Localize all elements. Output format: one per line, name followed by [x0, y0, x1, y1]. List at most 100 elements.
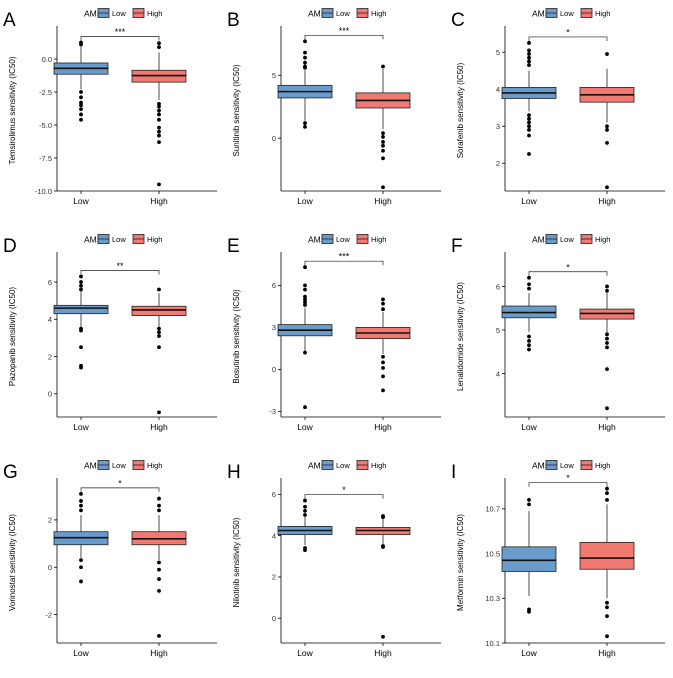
y-tick-label: 2 — [496, 159, 500, 168]
outlier-point — [157, 45, 161, 50]
bracket-line — [80, 487, 160, 492]
x-tick-label: High — [598, 648, 616, 658]
legend-key-low: Low — [545, 234, 574, 244]
box-low — [501, 497, 557, 614]
panel-b: B AMS Low High 0 5 Sunitinib sensitivity (IC50… — [227, 8, 441, 206]
y-axis-label: Temsirolimus sensitivity (IC50) — [8, 56, 17, 164]
legend-label: Low — [112, 461, 126, 470]
outlier-point — [605, 486, 609, 491]
outlier-point — [79, 565, 83, 570]
outlier-point — [79, 274, 83, 279]
box-high — [579, 284, 635, 411]
x-axis: Low High — [281, 190, 441, 206]
legend-label: Low — [112, 9, 126, 18]
x-tick-label: Low — [73, 196, 89, 206]
outlier-point — [157, 330, 161, 335]
outlier-point — [527, 41, 531, 45]
legend-label: Low — [560, 9, 574, 18]
outlier-point — [381, 135, 385, 139]
y-axis: 10.1 10.3 10.5 10.7 Metformin sensitivity (I… — [456, 478, 506, 648]
outlier-point — [79, 117, 83, 122]
y-tick-label: 0 — [48, 563, 52, 572]
legend: AMS Low High — [84, 234, 162, 245]
box-iqr — [53, 304, 109, 315]
significance-label: *** — [339, 252, 350, 262]
outlier-point — [527, 152, 531, 156]
y-tick-label: -7.5 — [39, 154, 52, 163]
outlier-point — [303, 300, 307, 305]
outlier-point — [303, 65, 307, 70]
legend-title: AMS — [84, 235, 103, 245]
outlier-point — [605, 497, 609, 502]
outlier-point — [527, 502, 531, 507]
outlier-point — [79, 491, 83, 496]
legend-title: AMS — [308, 9, 327, 19]
outlier-point — [527, 347, 531, 352]
x-tick-label: High — [598, 422, 616, 432]
significance-label: * — [566, 27, 570, 37]
outlier-point — [605, 140, 609, 145]
outlier-point — [303, 287, 307, 292]
y-tick-label: 6 — [272, 281, 276, 290]
outlier-point — [605, 332, 609, 337]
outlier-point — [381, 301, 385, 306]
legend-label: High — [371, 9, 386, 18]
outlier-point — [527, 609, 531, 614]
box-low — [53, 491, 109, 584]
x-axis: Low High — [57, 190, 217, 206]
y-tick-label: 10.1 — [485, 639, 500, 648]
x-tick-label: Low — [521, 196, 537, 206]
outlier-point — [303, 265, 307, 270]
outlier-point — [527, 343, 531, 348]
outlier-point — [605, 288, 609, 293]
y-tick-label: 4 — [48, 315, 52, 324]
significance-label: * — [342, 485, 346, 495]
outlier-point — [157, 182, 161, 187]
outlier-point — [157, 567, 161, 572]
y-tick-label: 2 — [48, 516, 52, 525]
outlier-point — [157, 345, 161, 350]
outlier-point — [605, 336, 609, 341]
legend: AMS Low High — [308, 234, 386, 245]
x-tick-label: Low — [521, 422, 537, 432]
outlier-point — [527, 338, 531, 343]
panel-d: D AMS Low High 0 2 4 6 Pazopanib sensitivity (IC… — [3, 234, 217, 432]
outlier-point — [381, 64, 385, 69]
y-tick-label: 2 — [272, 573, 276, 582]
outlier-point — [303, 513, 307, 517]
outlier-point — [605, 185, 609, 190]
legend-key-high: High — [132, 234, 162, 244]
legend-key-low: Low — [545, 460, 574, 470]
outlier-point — [79, 280, 83, 284]
outlier-point — [527, 113, 531, 118]
panel-letter: H — [227, 462, 241, 483]
y-tick-label: 5 — [496, 48, 500, 57]
legend-label: Low — [560, 235, 574, 244]
outlier-point — [527, 55, 531, 60]
outlier-point — [79, 287, 83, 292]
outlier-point — [303, 60, 307, 65]
y-tick-label: 10.3 — [485, 594, 500, 603]
box-low — [277, 39, 333, 129]
outlier-point — [157, 140, 161, 145]
outlier-point — [303, 124, 307, 129]
x-axis: Low High — [505, 416, 665, 432]
outlier-point — [527, 120, 531, 125]
outlier-point — [605, 406, 609, 411]
outlier-point — [527, 128, 531, 132]
outlier-point — [381, 388, 385, 393]
panel-e: E AMS Low High -3 0 3 6 Bosutinib sensitivity (I… — [227, 234, 441, 432]
outlier-point — [79, 579, 83, 584]
legend-label: High — [595, 461, 610, 470]
y-tick-label: -2 — [45, 610, 52, 619]
x-tick-label: High — [150, 648, 168, 658]
y-tick-label: 3 — [272, 323, 276, 332]
legend-key-low: Low — [321, 8, 350, 18]
outlier-point — [79, 90, 83, 94]
outlier-point — [381, 131, 385, 136]
y-tick-label: 2 — [48, 352, 52, 361]
panel-letter: E — [227, 236, 240, 257]
outlier-point — [157, 589, 161, 593]
bracket-line — [528, 271, 608, 276]
legend-key-low: Low — [321, 234, 350, 244]
